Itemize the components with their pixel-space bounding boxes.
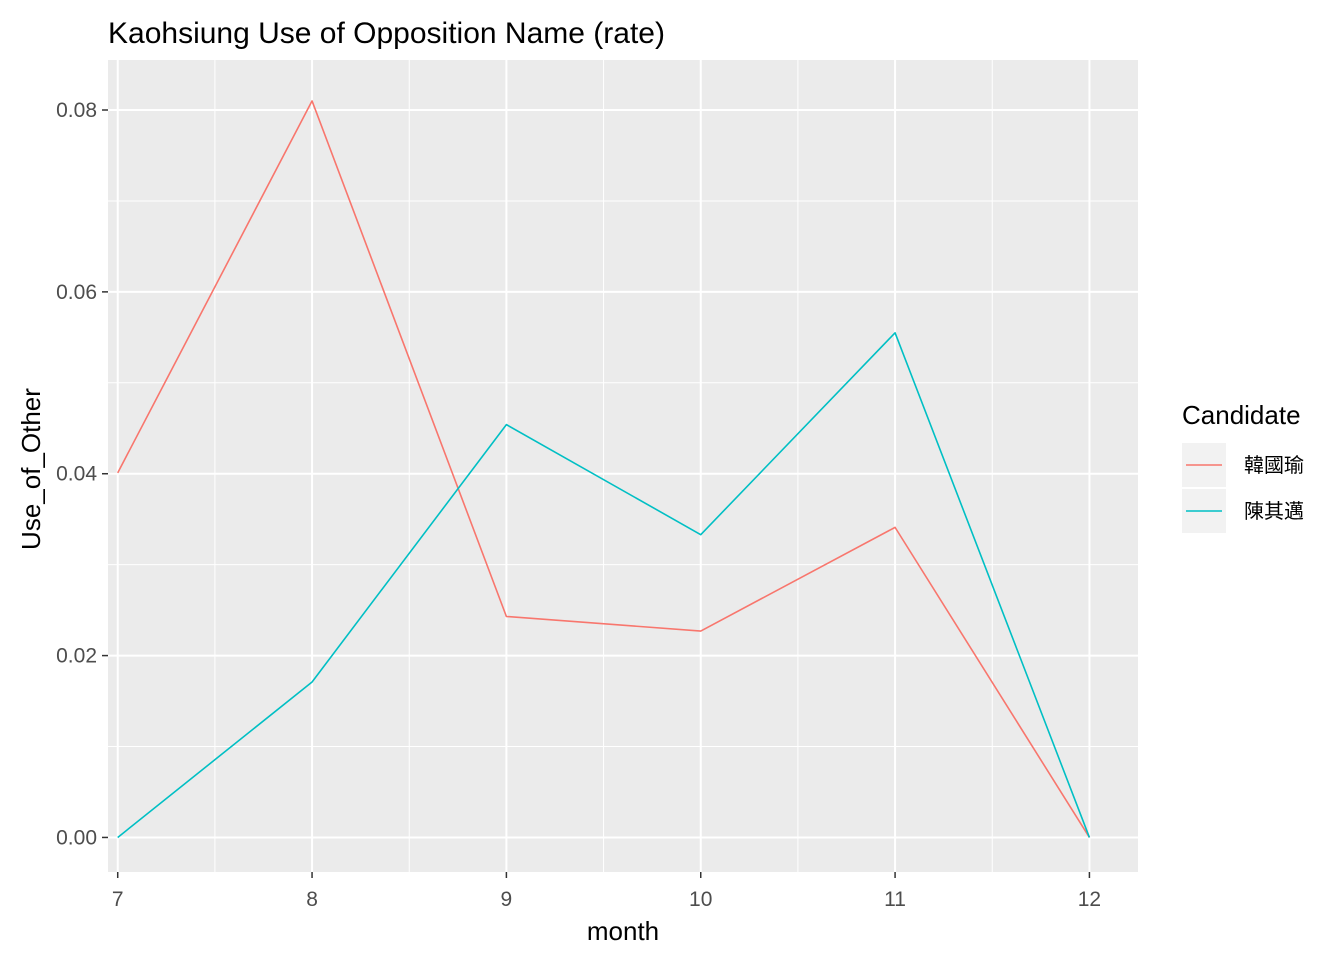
y-tick-label: 0.04: [56, 463, 97, 486]
y-tick-label: 0.06: [56, 281, 97, 304]
y-tick-label: 0.02: [56, 645, 97, 668]
legend-title: Candidate: [1182, 400, 1301, 430]
series-line-1: [117, 100, 1091, 838]
x-tick-label: 12: [1078, 888, 1101, 911]
plot-panel: [108, 60, 1138, 872]
y-axis-title: Use_of_Other: [16, 388, 46, 550]
legend-label: 韓國瑜: [1244, 454, 1304, 477]
x-tick-label: 9: [501, 888, 513, 911]
series-line-2: [117, 331, 1091, 839]
x-tick-label: 8: [306, 888, 318, 911]
axis-ticks: 7 8 9 10 11 12 0.00 0.02 0.04 0.06 0.08: [56, 99, 1101, 911]
x-tick-label: 11: [884, 888, 906, 911]
x-tick-label: 7: [112, 888, 124, 911]
x-axis-title: month: [587, 916, 659, 946]
y-tick-label: 0.00: [56, 826, 97, 849]
series-lines: [117, 100, 1091, 839]
grid-lines: [108, 60, 1138, 872]
x-tick-label: 10: [689, 888, 712, 911]
y-tick-label: 0.08: [56, 99, 97, 122]
legend-label: 陳其邁: [1244, 500, 1304, 523]
chart-title: Kaohsiung Use of Opposition Name (rate): [108, 17, 665, 50]
